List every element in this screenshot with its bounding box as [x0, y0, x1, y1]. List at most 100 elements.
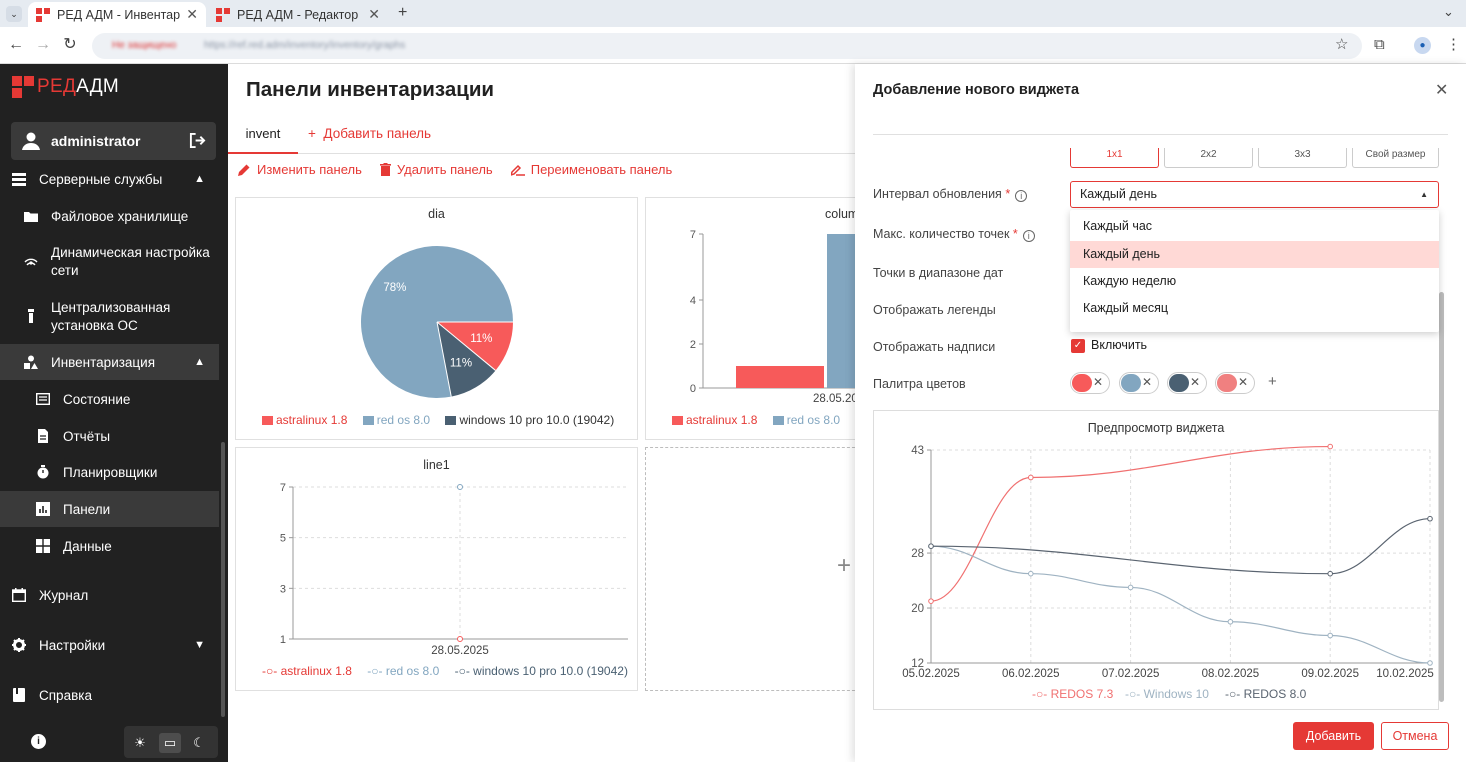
pie-separator	[436, 321, 496, 371]
minimize-icon[interactable]: ⌄	[1443, 4, 1454, 19]
sidebar-item-reports[interactable]: Отчёты	[0, 424, 219, 448]
data-point	[1427, 660, 1433, 666]
close-tab-icon[interactable]: ✕	[186, 6, 198, 22]
size-3x3-button[interactable]: 3x3	[1258, 148, 1347, 168]
sidebar-item-help[interactable]: Справка	[0, 683, 219, 707]
extensions-icon[interactable]: ⧉	[1374, 36, 1385, 53]
forward-arrow-icon[interactable]: →	[35, 36, 51, 53]
dropdown-option[interactable]: Каждый день	[1070, 241, 1439, 268]
sidebar-item-file-storage[interactable]: Файловое хранилище	[0, 204, 219, 228]
sidebar-item-label: Отчёты	[63, 428, 111, 444]
legend-item: -○- Windows 10	[1125, 687, 1209, 701]
remove-color-icon[interactable]: ✕	[1237, 375, 1248, 389]
palette-chip[interactable]: ✕	[1119, 372, 1159, 394]
browser-tab-inventory[interactable]: РЕД АДМ - Инвентариза ✕	[28, 2, 206, 27]
sidebar-item-inventory[interactable]: Инвентаризация ▲	[0, 344, 219, 380]
data-point	[1028, 474, 1034, 481]
sidebar-item-panels[interactable]: Панели	[0, 491, 219, 527]
widget-dia[interactable]: dia 11% 11% 78% astralinux 1.8 red os 8.0 …	[235, 197, 638, 440]
system-theme-icon[interactable]: ▭	[159, 733, 181, 753]
chevron-up-icon: ▲	[194, 356, 205, 368]
x-tick-label: 05.02.2025	[902, 668, 960, 680]
remove-color-icon[interactable]: ✕	[1189, 375, 1200, 389]
include-label: Включить	[1091, 338, 1148, 352]
widget-line1[interactable]: line1 1 3 5 7 28.05.2025 -○- astralinux 1.8 …	[235, 447, 638, 691]
widget-colum[interactable]: colum 0 2 4 7 28.05.20 astralinux 1.8 red os…	[645, 197, 860, 440]
legend-item: red os 8.0	[362, 413, 436, 427]
remove-color-icon[interactable]: ✕	[1141, 375, 1152, 389]
sidebar-item-journal[interactable]: Журнал	[0, 583, 219, 607]
sidebar-item-data[interactable]: Данные	[0, 534, 219, 558]
sidebar-scrollbar[interactable]	[221, 442, 225, 717]
user-name: administrator	[51, 133, 141, 149]
y-tick-label: 4	[690, 295, 696, 307]
bookmark-star-icon[interactable]: ☆	[1335, 36, 1349, 53]
dropdown-option[interactable]: Каждый час	[1083, 219, 1153, 233]
palette-chip[interactable]: ✕	[1070, 372, 1110, 394]
sidebar-item-dhcp[interactable]: Динамическая настройка сети	[0, 241, 219, 281]
sidebar-item-server-services[interactable]: Серверные службы ▲	[0, 167, 219, 191]
add-widget-card[interactable]: +	[645, 447, 860, 691]
add-panel-button[interactable]: + Добавить панель	[308, 120, 431, 154]
labels-checkbox[interactable]: ✓	[1071, 339, 1085, 353]
y-tick-label: 5	[280, 533, 286, 545]
back-arrow-icon[interactable]: ←	[8, 36, 24, 53]
legend-item: red os 8.0	[772, 413, 846, 427]
interval-dropdown: Каждый час Каждый день Каждую неделю Каж…	[1070, 210, 1439, 332]
panel-actions: Изменить панель Удалить панель Переимено…	[238, 162, 672, 177]
info-icon[interactable]: i	[31, 734, 46, 749]
add-color-icon[interactable]: +	[1268, 373, 1277, 390]
data-point	[1327, 443, 1334, 450]
theme-switcher: ☀ ▭ ☾	[124, 726, 218, 758]
reload-icon[interactable]: ↻	[63, 36, 77, 53]
browser-tab-editor[interactable]: РЕД АДМ - Редактор об ✕	[208, 2, 388, 27]
palette-chip[interactable]: ✕	[1215, 372, 1255, 394]
sidebar-item-status[interactable]: Состояние	[0, 387, 219, 411]
y-tick-label: 1	[280, 634, 286, 646]
rename-panel-button[interactable]: Переименовать панель	[510, 162, 672, 177]
x-tick-label: 28.05.20	[813, 393, 858, 405]
dropdown-option[interactable]: Каждый месяц	[1083, 301, 1169, 315]
panel-scrollbar[interactable]	[1439, 292, 1444, 702]
palette-chip[interactable]: ✕	[1167, 372, 1207, 394]
add-button[interactable]: Добавить	[1293, 722, 1374, 750]
sidebar-item-schedulers[interactable]: Планировщики	[0, 460, 219, 484]
sidebar-item-settings[interactable]: Настройки ▼	[0, 633, 219, 657]
tab-search-icon[interactable]: ⌄	[6, 6, 22, 22]
x-tick-label: 07.02.2025	[1102, 668, 1160, 680]
dark-theme-icon[interactable]: ☾	[193, 735, 205, 750]
user-box[interactable]: administrator	[11, 122, 216, 160]
report-icon	[38, 429, 48, 443]
sidebar-item-os-install[interactable]: Централизованная установка ОС	[0, 296, 219, 336]
address-bar[interactable]: Не защищено https://ref.red.adm/inventor…	[92, 33, 1362, 59]
dropdown-option[interactable]: Каждую неделю	[1083, 274, 1177, 288]
logout-icon[interactable]	[189, 132, 206, 149]
data-point	[1327, 570, 1334, 577]
tab-invent[interactable]: invent	[228, 120, 298, 154]
light-theme-icon[interactable]: ☀	[134, 735, 146, 750]
logo-squares-icon	[12, 76, 34, 98]
data-point	[1427, 515, 1433, 522]
legends-label: Отображать легенды	[873, 303, 996, 317]
palette-label: Палитра цветов	[873, 377, 966, 391]
size-1x1-button[interactable]: 1x1	[1070, 148, 1159, 168]
delete-panel-button[interactable]: Удалить панель	[379, 162, 493, 177]
data-point	[1227, 618, 1234, 625]
close-tab-icon[interactable]: ✕	[368, 6, 380, 22]
size-custom-button[interactable]: Свой размер	[1352, 148, 1439, 168]
profile-icon[interactable]: ●	[1414, 37, 1431, 54]
size-2x2-button[interactable]: 2x2	[1164, 148, 1253, 168]
cancel-button[interactable]: Отмена	[1381, 722, 1449, 750]
edit-panel-button[interactable]: Изменить панель	[238, 162, 362, 177]
legend-item: -○- astralinux 1.8	[262, 664, 352, 678]
red-adm-favicon-icon	[216, 7, 230, 22]
gear-icon	[12, 638, 26, 652]
close-icon[interactable]: ✕	[1435, 82, 1449, 99]
interval-select[interactable]: Каждый день ▲	[1070, 181, 1439, 208]
sidebar-item-label: Серверные службы	[39, 171, 163, 187]
sidebar-item-label: Журнал	[39, 587, 89, 603]
remove-color-icon[interactable]: ✕	[1092, 375, 1103, 389]
legend-item: windows 10 pro 10.0 (19042)	[445, 413, 620, 427]
browser-menu-icon[interactable]: ⋮	[1446, 36, 1461, 53]
new-tab-button[interactable]: +	[398, 4, 408, 21]
